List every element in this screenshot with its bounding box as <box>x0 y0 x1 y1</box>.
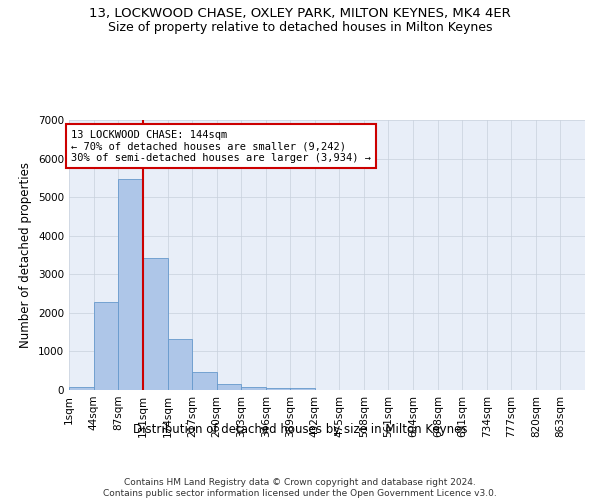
Text: Size of property relative to detached houses in Milton Keynes: Size of property relative to detached ho… <box>108 21 492 34</box>
Bar <box>167 339 192 390</box>
Text: 13, LOCKWOOD CHASE, OXLEY PARK, MILTON KEYNES, MK4 4ER: 13, LOCKWOOD CHASE, OXLEY PARK, MILTON K… <box>89 8 511 20</box>
Y-axis label: Number of detached properties: Number of detached properties <box>19 162 32 348</box>
Bar <box>118 178 143 390</box>
Bar <box>192 372 217 390</box>
Text: Contains HM Land Registry data © Crown copyright and database right 2024.
Contai: Contains HM Land Registry data © Crown c… <box>103 478 497 498</box>
Text: 13 LOCKWOOD CHASE: 144sqm
← 70% of detached houses are smaller (9,242)
30% of se: 13 LOCKWOOD CHASE: 144sqm ← 70% of detac… <box>71 130 371 163</box>
Bar <box>143 258 167 390</box>
Bar <box>69 387 94 390</box>
Text: Distribution of detached houses by size in Milton Keynes: Distribution of detached houses by size … <box>133 422 467 436</box>
Bar <box>266 388 290 390</box>
Bar <box>290 388 315 390</box>
Bar <box>217 384 241 390</box>
Bar <box>241 386 266 390</box>
Bar <box>94 302 118 390</box>
